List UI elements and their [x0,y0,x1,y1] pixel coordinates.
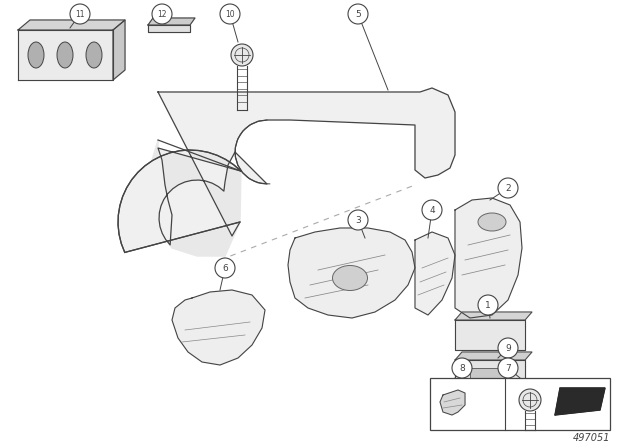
Polygon shape [455,352,532,360]
Text: 4: 4 [429,206,435,215]
Circle shape [422,200,442,220]
Ellipse shape [28,42,44,68]
Text: 1: 1 [485,301,491,310]
Text: 497051: 497051 [573,433,610,443]
Polygon shape [113,20,125,80]
Ellipse shape [86,42,102,68]
Polygon shape [455,312,532,320]
Polygon shape [455,360,525,398]
Ellipse shape [333,266,367,290]
Circle shape [348,210,368,230]
Ellipse shape [57,42,73,68]
Polygon shape [18,20,125,30]
Circle shape [215,258,235,278]
Polygon shape [288,228,415,318]
Text: 12: 12 [157,9,167,18]
Text: 9: 9 [505,344,511,353]
Text: 7: 7 [505,363,511,372]
Polygon shape [18,30,113,80]
Polygon shape [118,88,455,252]
Text: 5: 5 [355,9,361,18]
Circle shape [220,4,240,24]
Circle shape [478,295,498,315]
Polygon shape [455,198,522,318]
Circle shape [498,338,518,358]
Polygon shape [172,290,265,365]
Circle shape [452,358,472,378]
Polygon shape [148,18,195,25]
Polygon shape [455,320,525,350]
Polygon shape [118,140,241,256]
Circle shape [498,358,518,378]
Polygon shape [415,232,455,315]
Text: 2: 2 [505,184,511,193]
Circle shape [231,44,253,66]
Circle shape [348,4,368,24]
Ellipse shape [478,213,506,231]
Text: 8: 8 [459,363,465,372]
Polygon shape [555,388,605,415]
Text: 10: 10 [225,9,235,18]
Text: 11: 11 [76,9,84,18]
Circle shape [519,389,541,411]
Polygon shape [440,390,465,415]
Text: 6: 6 [222,263,228,272]
Text: 3: 3 [355,215,361,224]
Circle shape [152,4,172,24]
Bar [430,378,610,430]
Polygon shape [148,25,190,32]
Circle shape [498,178,518,198]
Circle shape [70,4,90,24]
Bar [470,368,508,390]
